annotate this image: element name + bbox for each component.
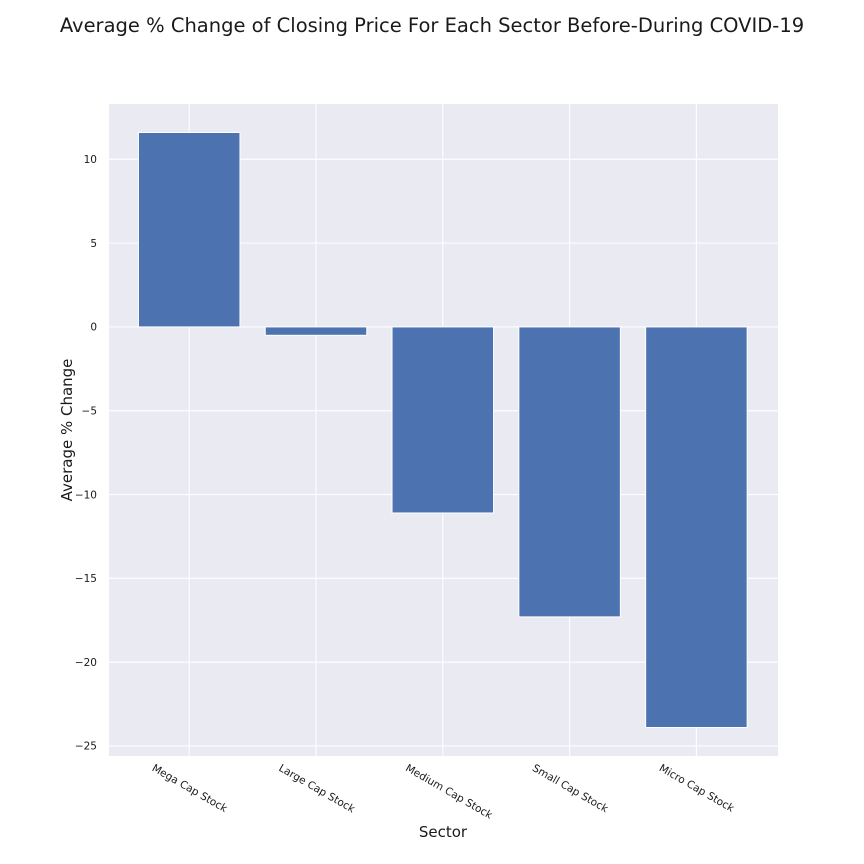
y-tick-labels: 10 5 0 −5 −10 −15 −20 −25	[75, 154, 97, 753]
y-tick-label: −20	[75, 657, 97, 669]
x-tick-label: Medium Cap Stock	[403, 762, 495, 822]
y-tick-label: −25	[75, 741, 97, 753]
x-tick-label: Micro Cap Stock	[657, 762, 737, 815]
x-tick-label: Small Cap Stock	[530, 762, 611, 816]
y-tick-label: 0	[90, 322, 97, 334]
x-axis-label: Sector	[419, 823, 468, 841]
bars	[137, 131, 748, 729]
y-tick-label: −5	[82, 406, 97, 418]
y-tick-label: −15	[75, 573, 97, 585]
x-tick-label: Large Cap Stock	[277, 762, 358, 816]
chart-title: Average % Change of Closing Price For Ea…	[60, 14, 804, 37]
y-tick-label: 5	[90, 238, 97, 250]
bar-mega-cap-stock	[137, 131, 241, 328]
bar-micro-cap-stock	[645, 326, 748, 729]
y-axis-label: Average % Change	[58, 359, 76, 502]
bar-large-cap-stock	[264, 326, 368, 336]
bar-medium-cap-stock	[391, 326, 495, 514]
x-tick-label: Mega Cap Stock	[150, 762, 230, 815]
bar-small-cap-stock	[518, 326, 621, 618]
y-tick-label: 10	[84, 154, 97, 166]
x-tick-labels: Mega Cap Stock Large Cap Stock Medium Cap …	[150, 762, 737, 822]
y-tick-label: −10	[75, 489, 97, 501]
